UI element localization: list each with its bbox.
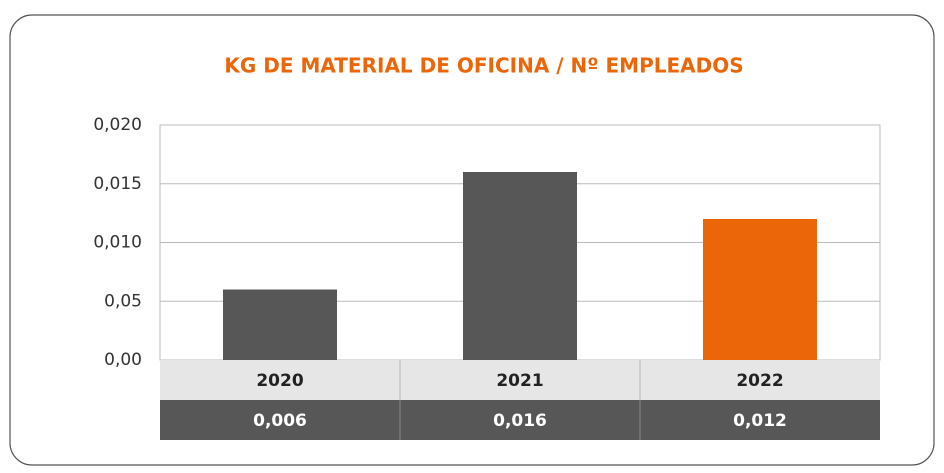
bar: [463, 172, 577, 360]
value-label: 0,016: [493, 411, 547, 431]
y-tick-label: 0,05: [104, 291, 142, 311]
value-label: 0,012: [733, 411, 787, 431]
chart-title: KG DE MATERIAL DE OFICINA / Nº EMPLEADOS: [224, 54, 743, 78]
value-label: 0,006: [253, 411, 307, 431]
category-row: [160, 360, 880, 400]
y-tick-label: 0,015: [93, 174, 142, 194]
bar: [703, 219, 817, 360]
x-tick-label: 2020: [256, 371, 303, 391]
x-tick-label: 2022: [736, 371, 783, 391]
x-tick-label: 2021: [496, 371, 543, 391]
bar: [223, 289, 337, 360]
y-tick-label: 0,00: [104, 350, 142, 370]
y-tick-label: 0,010: [93, 233, 142, 253]
value-row: [160, 400, 880, 440]
y-tick-label: 0,020: [93, 115, 142, 135]
